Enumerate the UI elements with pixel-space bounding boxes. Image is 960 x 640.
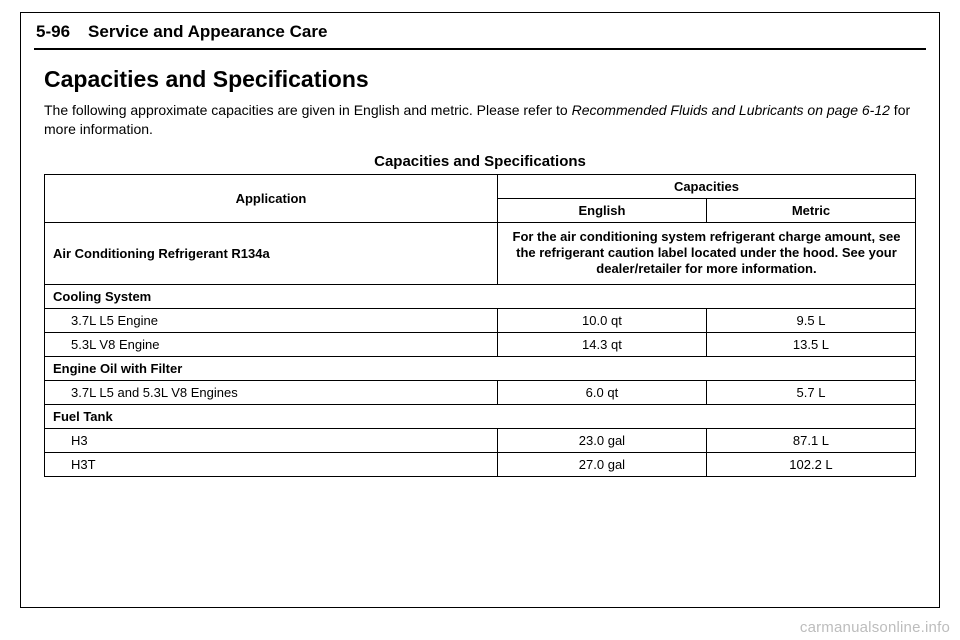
table-row: H3 23.0 gal 87.1 L (45, 428, 916, 452)
page-number: 5-96 (36, 22, 70, 42)
capacities-table: Application Capacities English Metric Ai… (44, 174, 916, 477)
cooling-row-1-english: 14.3 qt (497, 332, 706, 356)
table-row: H3T 27.0 gal 102.2 L (45, 452, 916, 476)
intro-paragraph: The following approximate capacities are… (44, 101, 916, 139)
cooling-row-1-metric: 13.5 L (706, 332, 915, 356)
fuel-row-0-metric: 87.1 L (706, 428, 915, 452)
watermark-text: carmanualsonline.info (800, 619, 950, 636)
cooling-row-1-label: 5.3L V8 Engine (45, 332, 498, 356)
header-rule (34, 48, 926, 50)
ac-note: For the air conditioning system refriger… (497, 222, 915, 284)
oil-heading: Engine Oil with Filter (45, 356, 916, 380)
section-title: Service and Appearance Care (88, 22, 327, 42)
th-english: English (497, 198, 706, 222)
intro-reference: Recommended Fluids and Lubricants on pag… (572, 102, 890, 118)
page-title: Capacities and Specifications (44, 66, 916, 93)
fuel-row-0-label: H3 (45, 428, 498, 452)
th-capacities: Capacities (497, 174, 915, 198)
th-application: Application (45, 174, 498, 222)
table-row: 3.7L L5 Engine 10.0 qt 9.5 L (45, 308, 916, 332)
cooling-row-0-english: 10.0 qt (497, 308, 706, 332)
table-row: 3.7L L5 and 5.3L V8 Engines 6.0 qt 5.7 L (45, 380, 916, 404)
fuel-row-1-english: 27.0 gal (497, 452, 706, 476)
fuel-row-1-metric: 102.2 L (706, 452, 915, 476)
fuel-row-0-english: 23.0 gal (497, 428, 706, 452)
fuel-row-1-label: H3T (45, 452, 498, 476)
cooling-row-0-metric: 9.5 L (706, 308, 915, 332)
intro-text-before: The following approximate capacities are… (44, 102, 572, 118)
table-row: 5.3L V8 Engine 14.3 qt 13.5 L (45, 332, 916, 356)
oil-row-0-metric: 5.7 L (706, 380, 915, 404)
page-content: Capacities and Specifications The follow… (44, 66, 916, 477)
manual-page: 5-96 Service and Appearance Care Capacit… (0, 0, 960, 640)
table-caption: Capacities and Specifications (44, 153, 916, 170)
cooling-row-0-label: 3.7L L5 Engine (45, 308, 498, 332)
page-header: 5-96 Service and Appearance Care (36, 22, 924, 42)
oil-row-0-english: 6.0 qt (497, 380, 706, 404)
fuel-heading: Fuel Tank (45, 404, 916, 428)
ac-label: Air Conditioning Refrigerant R134a (45, 222, 498, 284)
oil-row-0-label: 3.7L L5 and 5.3L V8 Engines (45, 380, 498, 404)
th-metric: Metric (706, 198, 915, 222)
cooling-heading: Cooling System (45, 284, 916, 308)
